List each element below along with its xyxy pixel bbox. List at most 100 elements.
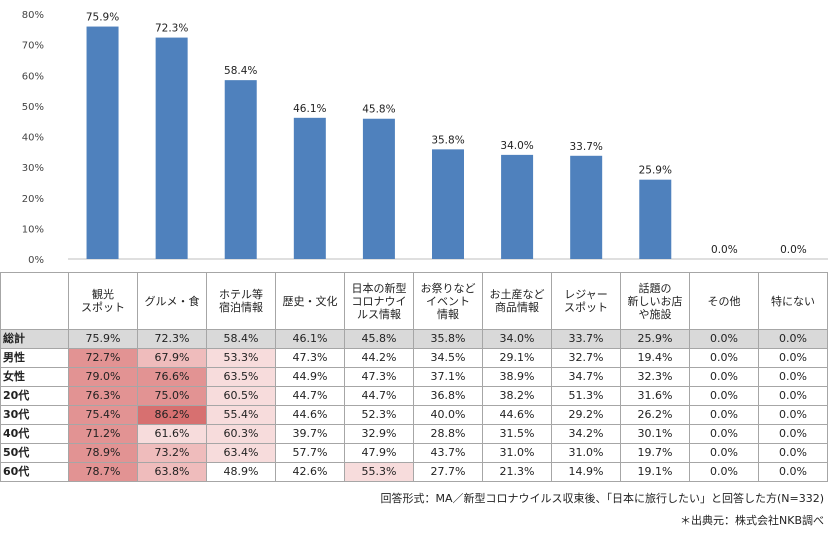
column-header: 観光 スポット bbox=[68, 272, 138, 330]
table-header-row: 観光 スポット グルメ・食 ホテル等 宿泊情報 歴史・文化 日本の新型 コロナウイ ルス情報 お祭… bbox=[0, 272, 828, 330]
column-header: 特にない bbox=[758, 272, 828, 330]
row-label: 50代 bbox=[0, 443, 69, 463]
column-header: 話題の 新しいお店 や施設 bbox=[620, 272, 690, 330]
table-cell: 75.9% bbox=[68, 329, 138, 349]
column-header: 日本の新型 コロナウイ ルス情報 bbox=[344, 272, 414, 330]
table-cell: 44.6% bbox=[482, 405, 552, 425]
bar-value-label: 33.7% bbox=[570, 141, 603, 153]
table-cell: 78.9% bbox=[68, 443, 138, 463]
bar-value-label: 0.0% bbox=[711, 244, 738, 256]
bar-value-label: 34.0% bbox=[500, 140, 533, 152]
table-cell: 37.1% bbox=[413, 367, 483, 387]
bar bbox=[639, 179, 672, 259]
table-cell: 0.0% bbox=[758, 348, 828, 368]
table-cell: 0.0% bbox=[689, 329, 759, 349]
table-cell: 72.3% bbox=[137, 329, 207, 349]
table-cell: 60.3% bbox=[206, 424, 276, 444]
table-cell: 47.9% bbox=[344, 443, 414, 463]
table-cell: 55.3% bbox=[344, 462, 414, 482]
y-tick-label: 70% bbox=[22, 41, 44, 52]
table-cell: 47.3% bbox=[344, 367, 414, 387]
column-header-line: 観光 bbox=[92, 288, 114, 301]
bar-value-label: 72.3% bbox=[155, 23, 188, 35]
table-cell: 28.8% bbox=[413, 424, 483, 444]
column-header-line: イベント bbox=[426, 294, 470, 308]
table-cell: 63.8% bbox=[137, 462, 207, 482]
table-cell: 19.4% bbox=[620, 348, 690, 368]
table-cell: 31.0% bbox=[551, 443, 621, 463]
table-cell: 19.1% bbox=[620, 462, 690, 482]
column-header-line: ルス情報 bbox=[357, 307, 401, 321]
column-header: その他 bbox=[689, 272, 759, 330]
column-header: ホテル等 宿泊情報 bbox=[206, 272, 276, 330]
table-cell: 0.0% bbox=[689, 386, 759, 406]
table-row: 40代 71.2% 61.6% 60.3% 39.7% 32.9% 28.8% 31.5% 34… bbox=[0, 424, 828, 444]
table-cell: 47.3% bbox=[275, 348, 345, 368]
column-header-line: 歴史・文化 bbox=[282, 294, 338, 308]
column-header-line: スポット bbox=[81, 301, 125, 314]
table-cell: 0.0% bbox=[758, 462, 828, 482]
table-cell: 78.7% bbox=[68, 462, 138, 482]
table-cell: 73.2% bbox=[137, 443, 207, 463]
y-tick-label: 10% bbox=[22, 224, 44, 235]
table-cell: 0.0% bbox=[758, 329, 828, 349]
bar-value-label: 35.8% bbox=[431, 134, 464, 146]
column-header: お土産など 商品情報 bbox=[482, 272, 552, 330]
column-header: お祭りなど イベント 情報 bbox=[413, 272, 483, 330]
bar-value-label: 58.4% bbox=[224, 65, 257, 77]
column-header-line: 商品情報 bbox=[495, 301, 539, 314]
table-cell: 19.7% bbox=[620, 443, 690, 463]
bar bbox=[155, 37, 188, 259]
table-cell: 39.7% bbox=[275, 424, 345, 444]
table-cell: 57.7% bbox=[275, 443, 345, 463]
row-label: 30代 bbox=[0, 405, 69, 425]
row-label: 女性 bbox=[0, 367, 69, 387]
bar-value-label: 0.0% bbox=[780, 244, 807, 256]
table-cell: 76.6% bbox=[137, 367, 207, 387]
bar-value-label: 25.9% bbox=[639, 165, 672, 177]
table-cell: 0.0% bbox=[689, 367, 759, 387]
table-row: 50代 78.9% 73.2% 63.4% 57.7% 47.9% 43.7% 31.0% 31… bbox=[0, 443, 828, 463]
bar bbox=[86, 26, 119, 260]
column-header-line: 特にない bbox=[771, 294, 815, 308]
column-header-line: レジャー bbox=[564, 288, 608, 301]
bar bbox=[432, 149, 464, 259]
y-tick-label: 80% bbox=[22, 10, 44, 21]
table-cell: 38.2% bbox=[482, 386, 552, 406]
table-cell: 0.0% bbox=[689, 348, 759, 368]
row-label: 男性 bbox=[0, 348, 69, 368]
table-cell: 48.9% bbox=[206, 462, 276, 482]
table-cell: 0.0% bbox=[758, 386, 828, 406]
column-header-line: お土産など bbox=[489, 288, 545, 301]
table-cell: 25.9% bbox=[620, 329, 690, 349]
table-cell: 14.9% bbox=[551, 462, 621, 482]
column-header-line: ホテル等 bbox=[219, 288, 263, 301]
table-row: 女性 79.0% 76.6% 63.5% 44.9% 47.3% 37.1% 38.9% 34.… bbox=[0, 367, 828, 387]
table-cell: 44.2% bbox=[344, 348, 414, 368]
row-label: 総計 bbox=[0, 329, 69, 349]
table-cell: 72.7% bbox=[68, 348, 138, 368]
table-cell: 51.3% bbox=[551, 386, 621, 406]
bar bbox=[570, 155, 603, 259]
crosstab-table: 観光 スポット グルメ・食 ホテル等 宿泊情報 歴史・文化 日本の新型 コロナウイ ルス情報 お祭… bbox=[0, 272, 828, 482]
table-cell: 52.3% bbox=[344, 405, 414, 425]
table-cell: 38.9% bbox=[482, 367, 552, 387]
table-cell: 42.6% bbox=[275, 462, 345, 482]
table-cell: 34.7% bbox=[551, 367, 621, 387]
table-cell: 71.2% bbox=[68, 424, 138, 444]
table-cell: 0.0% bbox=[758, 424, 828, 444]
column-header-line: 日本の新型 bbox=[351, 281, 407, 295]
table-cell: 55.4% bbox=[206, 405, 276, 425]
table-cell: 29.2% bbox=[551, 405, 621, 425]
column-header: レジャー スポット bbox=[551, 272, 621, 330]
table-cell: 67.9% bbox=[137, 348, 207, 368]
y-tick-label: 60% bbox=[22, 71, 44, 82]
column-header-line: 新しいお店 bbox=[627, 294, 683, 308]
table-cell: 31.0% bbox=[482, 443, 552, 463]
table-cell: 0.0% bbox=[758, 367, 828, 387]
bar bbox=[362, 118, 395, 259]
table-cell: 58.4% bbox=[206, 329, 276, 349]
column-header-line: 情報 bbox=[437, 307, 459, 321]
table-cell: 34.5% bbox=[413, 348, 483, 368]
table-cell: 79.0% bbox=[68, 367, 138, 387]
